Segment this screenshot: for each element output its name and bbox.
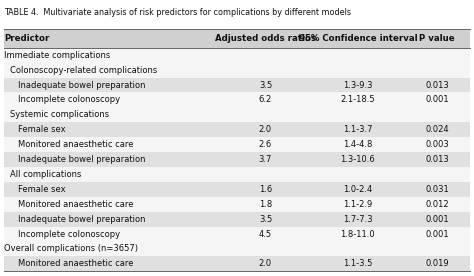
Text: 1.8-11.0: 1.8-11.0 xyxy=(340,230,375,238)
Text: 3.5: 3.5 xyxy=(259,81,272,89)
Text: 95% Confidence interval: 95% Confidence interval xyxy=(299,34,417,43)
Bar xyxy=(4,227,470,242)
Text: 0.013: 0.013 xyxy=(425,155,449,164)
Text: 1.4-4.8: 1.4-4.8 xyxy=(343,140,373,149)
Text: Overall complications (n=3657): Overall complications (n=3657) xyxy=(4,245,138,253)
Text: 1.6: 1.6 xyxy=(259,185,272,194)
Text: Immediate complications: Immediate complications xyxy=(4,51,110,60)
Text: 0.001: 0.001 xyxy=(426,215,449,224)
Bar xyxy=(4,212,470,227)
Bar xyxy=(4,167,470,182)
Text: 1.7-7.3: 1.7-7.3 xyxy=(343,215,373,224)
Text: 1.1-2.9: 1.1-2.9 xyxy=(343,200,373,209)
Text: 0.024: 0.024 xyxy=(426,125,449,134)
Text: Colonoscopy-related complications: Colonoscopy-related complications xyxy=(10,66,158,75)
Bar xyxy=(4,137,470,152)
Bar xyxy=(4,182,470,197)
Text: 1.1-3.5: 1.1-3.5 xyxy=(343,259,373,268)
Text: Adjusted odds ratios: Adjusted odds ratios xyxy=(215,34,316,43)
Bar xyxy=(4,122,470,137)
Text: 0.031: 0.031 xyxy=(425,185,449,194)
Text: 0.019: 0.019 xyxy=(426,259,449,268)
Bar xyxy=(4,107,470,122)
Bar xyxy=(4,197,470,212)
Text: Female sex: Female sex xyxy=(18,185,65,194)
Text: 0.001: 0.001 xyxy=(426,230,449,238)
Text: 0.012: 0.012 xyxy=(426,200,449,209)
Text: All complications: All complications xyxy=(10,170,82,179)
Text: Monitored anaesthetic care: Monitored anaesthetic care xyxy=(18,259,134,268)
Text: Monitored anaesthetic care: Monitored anaesthetic care xyxy=(18,200,134,209)
Text: 0.013: 0.013 xyxy=(425,81,449,89)
Text: 3.5: 3.5 xyxy=(259,215,272,224)
Bar xyxy=(4,242,470,256)
Text: 2.1-18.5: 2.1-18.5 xyxy=(340,95,375,104)
Bar xyxy=(4,92,470,107)
Text: 0.001: 0.001 xyxy=(426,95,449,104)
Bar xyxy=(4,48,470,63)
Text: 1.8: 1.8 xyxy=(259,200,272,209)
Text: Inadequate bowel preparation: Inadequate bowel preparation xyxy=(18,81,146,89)
Text: Inadequate bowel preparation: Inadequate bowel preparation xyxy=(18,215,146,224)
Text: Incomplete colonoscopy: Incomplete colonoscopy xyxy=(18,95,120,104)
Bar xyxy=(4,152,470,167)
Text: Monitored anaesthetic care: Monitored anaesthetic care xyxy=(18,140,134,149)
Bar xyxy=(4,78,470,92)
Text: 4.5: 4.5 xyxy=(259,230,272,238)
Bar xyxy=(4,29,470,48)
Text: 0.003: 0.003 xyxy=(425,140,449,149)
Text: Incomplete colonoscopy: Incomplete colonoscopy xyxy=(18,230,120,238)
Text: 6.2: 6.2 xyxy=(259,95,272,104)
Text: Inadequate bowel preparation: Inadequate bowel preparation xyxy=(18,155,146,164)
Text: P value: P value xyxy=(419,34,455,43)
Text: 1.1-3.7: 1.1-3.7 xyxy=(343,125,373,134)
Text: 1.0-2.4: 1.0-2.4 xyxy=(343,185,373,194)
Text: 2.0: 2.0 xyxy=(259,259,272,268)
Text: Systemic complications: Systemic complications xyxy=(10,110,109,119)
Text: 2.0: 2.0 xyxy=(259,125,272,134)
Text: TABLE 4.  Multivariate analysis of risk predictors for complications by differen: TABLE 4. Multivariate analysis of risk p… xyxy=(4,8,351,17)
Text: Female sex: Female sex xyxy=(18,125,65,134)
Text: Predictor: Predictor xyxy=(4,34,49,43)
Text: 3.7: 3.7 xyxy=(259,155,272,164)
Text: 1.3-9.3: 1.3-9.3 xyxy=(343,81,373,89)
Bar xyxy=(4,256,470,271)
Text: 2.6: 2.6 xyxy=(259,140,272,149)
Bar xyxy=(4,63,470,78)
Text: 1.3-10.6: 1.3-10.6 xyxy=(340,155,375,164)
